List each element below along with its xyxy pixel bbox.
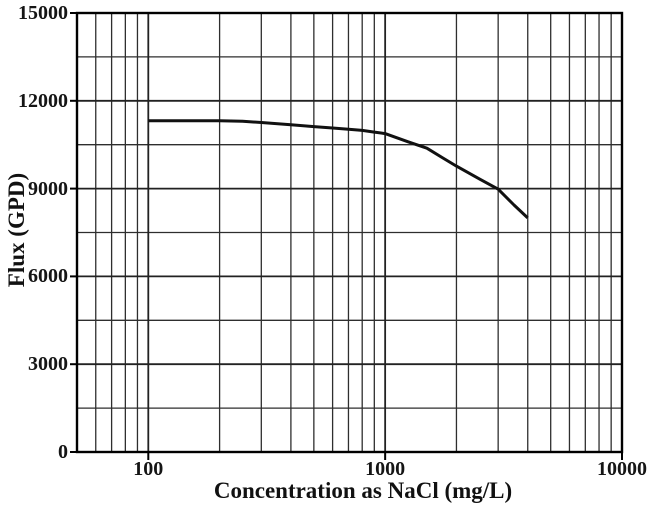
x-tick-label: 100 xyxy=(133,458,164,480)
x-axis-title: Concentration as NaCl (mg/L) xyxy=(213,478,513,503)
x-tick-label: 1000 xyxy=(365,458,406,480)
x-tick-label: 10000 xyxy=(597,458,647,480)
y-axis-title: Flux (GPD) xyxy=(4,172,29,288)
flux-curve xyxy=(148,119,529,219)
y-tick-label: 3000 xyxy=(28,353,68,376)
plot-frame xyxy=(75,11,624,454)
y-tick-label: 9000 xyxy=(28,177,68,200)
y-tick-label: 15000 xyxy=(18,2,68,24)
y-tick-label: 0 xyxy=(58,441,68,463)
y-tick-label: 12000 xyxy=(18,89,68,112)
y-tick-label: 6000 xyxy=(28,265,68,288)
